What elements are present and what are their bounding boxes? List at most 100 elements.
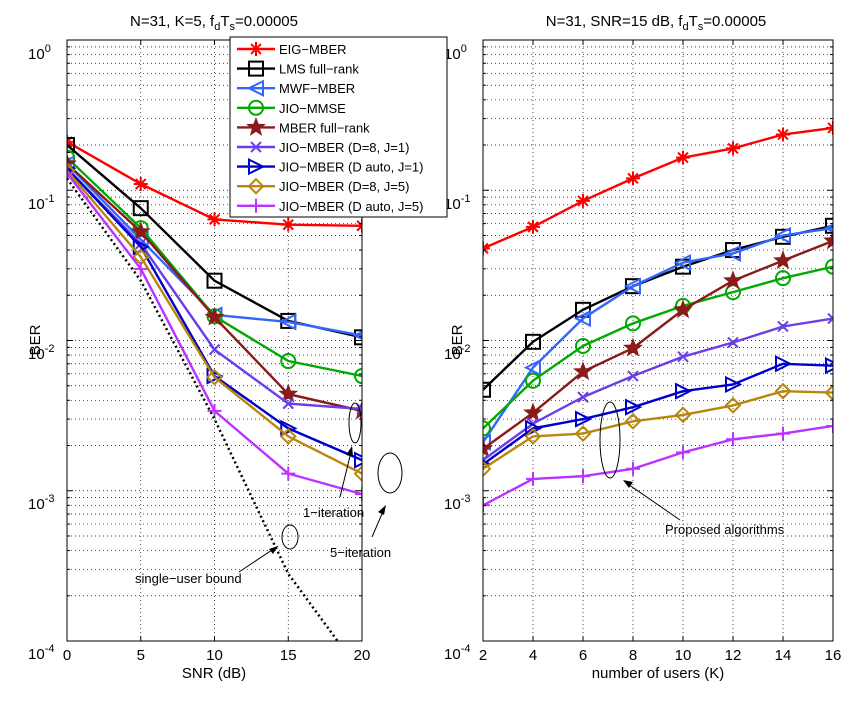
right-point [623,337,643,357]
right-point [573,361,593,381]
right-point [525,333,541,350]
one-iteration-arrowhead [346,446,353,456]
right-xtick-3: 8 [629,647,637,664]
right-ylabel: BER [449,324,466,355]
right-point [483,498,490,513]
right-point [826,418,833,433]
left-point [67,166,74,181]
left-point [206,368,223,386]
right-point [777,320,789,333]
legend-item-4: JIO−MMSE [237,99,346,116]
left-point [67,149,75,166]
proposed-label: Proposed algorithms [665,522,785,537]
one-iteration-label: 1−iteration [303,505,364,520]
left-point [207,212,222,227]
left-xtick-2: 10 [206,647,223,664]
legend-marker [248,60,264,77]
legend-label: JIO−MBER (D=8, J=5) [279,179,409,194]
right-series-line-6 [483,317,833,462]
right-x-tick-labels: 2 4 6 8 10 12 14 16 [479,647,842,664]
right-ytick-3: 10-3 [444,493,470,513]
left-point [206,272,223,289]
right-series-line-1 [483,126,833,250]
legend-item-2: LMS full−rank [237,60,359,77]
five-iteration-label: 5−iteration [330,545,391,560]
proposed-ellipse [599,401,621,479]
legend-label: JIO−MBER (D auto, J=5) [279,199,424,214]
right-y-tick-labels: 100 10-1 10-2 10-3 10-4 [444,43,470,663]
legend-marker [249,42,263,56]
left-point [280,419,298,438]
left-point [281,217,296,232]
left-point [355,487,362,502]
left-xtick-3: 15 [280,647,297,664]
right-xtick-7: 16 [825,647,842,664]
legend-marker [246,79,264,97]
right-point [677,351,689,363]
right-series-7 [483,355,833,469]
legend-marker [248,157,266,176]
right-point [823,230,833,250]
right-series-group [483,120,833,513]
left-point [353,465,362,483]
right-point [624,412,642,430]
legend-marker [246,116,266,136]
right-xtick-1: 4 [529,647,537,664]
right-point [524,427,542,445]
right-xtick-5: 12 [725,647,742,664]
left-point [132,200,149,217]
legend-label: EIG−MBER [279,42,347,57]
left-series-1 [67,134,362,233]
right-series-5 [483,230,833,458]
left-point [354,329,362,346]
legend-marker [250,141,262,153]
legend-item-8: JIO−MBER (D=8, J=5) [237,177,409,195]
right-series-4 [483,258,833,437]
left-point [133,177,148,192]
right-series-1 [483,120,833,256]
left-xlabel: SNR (dB) [182,665,246,682]
right-point [573,309,591,328]
legend-item-1: EIG−MBER [237,42,347,57]
right-xtick-4: 10 [675,647,692,664]
left-point [280,353,297,370]
one-iteration-arrow [339,447,353,498]
legend-label: JIO−MMSE [279,101,346,116]
right-ytick-0: 100 [444,43,467,63]
legend-item-3: MWF−MBER [237,79,355,97]
left-point [133,261,148,276]
right-xtick-2: 6 [579,647,587,664]
left-series-line-8 [67,169,362,475]
right-series-line-5 [483,239,833,450]
right-point [523,358,541,377]
left-series-group [67,134,362,641]
right-ytick-1: 10-1 [444,193,470,213]
right-point [626,461,640,476]
right-point [576,193,590,208]
right-series-6 [483,312,833,466]
right-point [723,270,743,290]
legend-item-7: JIO−MBER (D auto, J=1) [237,157,424,176]
left-point [130,221,151,241]
right-point [625,315,641,332]
right-point [526,471,540,486]
left-y-tick-labels: 100 10-1 10-2 10-3 10-4 [28,43,54,663]
legend-items: EIG−MBER LMS full−rank MWF−MBER JIO−MMSE MBE… [237,42,424,214]
right-ytick-4: 10-4 [444,643,470,663]
right-point [673,253,691,272]
proposed-arrowhead [623,480,633,488]
left-xtick-0: 0 [63,647,71,664]
right-point [577,391,589,403]
left-series-9 [67,166,362,502]
legend-label: JIO−MBER (D=8, J=1) [279,140,409,155]
right-point [825,217,833,234]
right-point [775,270,791,287]
right-point [483,433,491,451]
right-point [827,312,833,325]
right-point [627,370,639,382]
right-point [676,445,690,460]
left-point [67,162,76,180]
right-point [575,410,593,428]
right-point [773,250,793,270]
